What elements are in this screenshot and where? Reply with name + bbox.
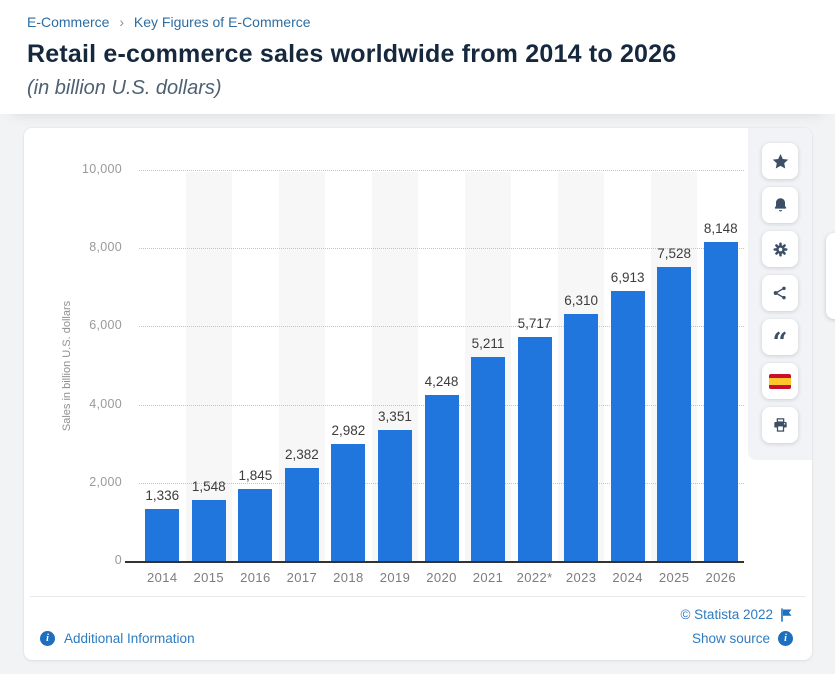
bar[interactable] — [377, 429, 412, 561]
side-panel-tab[interactable] — [826, 233, 835, 319]
bar-value-label: 6,310 — [564, 293, 598, 309]
bell-icon — [771, 196, 790, 215]
y-axis-tick-label: 4,000 — [89, 396, 122, 411]
additional-information-link[interactable]: i Additional Information — [40, 631, 195, 646]
y-axis-tick-label: 8,000 — [89, 240, 122, 255]
gridline — [139, 326, 744, 328]
bar[interactable] — [564, 314, 599, 561]
x-axis-line — [125, 561, 744, 563]
bar[interactable] — [331, 444, 366, 561]
star-icon — [771, 152, 790, 171]
settings-button[interactable] — [762, 231, 798, 267]
y-axis-tick-label: 6,000 — [89, 318, 122, 333]
print-button[interactable] — [762, 407, 798, 443]
statista-copyright-link[interactable]: © Statista 2022 — [680, 607, 793, 622]
favorite-button[interactable] — [762, 143, 798, 179]
bar-value-label: 5,211 — [471, 336, 505, 352]
x-axis-tick-label: 2024 — [612, 570, 643, 585]
x-axis-tick-label: 2026 — [705, 570, 736, 585]
bar[interactable] — [284, 467, 319, 561]
bar-value-label: 7,528 — [657, 245, 692, 261]
additional-information-label: Additional Information — [64, 631, 195, 646]
bar[interactable] — [703, 242, 738, 561]
y-axis-tick-label: 10,000 — [81, 162, 122, 176]
x-axis-tick-label: 2025 — [658, 570, 690, 585]
x-axis-tick-label: 2020 — [426, 570, 457, 585]
show-source-link[interactable]: Show source i — [692, 631, 793, 646]
alert-button[interactable] — [762, 187, 798, 223]
bar[interactable] — [471, 357, 506, 561]
x-axis-tick-label: 2017 — [286, 570, 318, 585]
plot-band — [185, 172, 233, 561]
x-axis-tick-label: 2016 — [240, 570, 271, 585]
x-axis-tick-label: 2023 — [565, 570, 597, 585]
show-source-label: Show source — [691, 631, 770, 646]
bar-value-label: 2,982 — [331, 423, 366, 439]
gear-icon — [771, 240, 790, 259]
bar[interactable] — [657, 266, 692, 561]
statistic-card: Sales in billion U.S. dollars 0 2,000 4,00… — [24, 128, 812, 660]
cite-button[interactable]: “ — [762, 319, 798, 358]
bar-value-label: 1,548 — [191, 479, 226, 495]
bar-value-label: 1,845 — [238, 467, 273, 483]
y-axis-tick-label: 0 — [114, 553, 122, 567]
gridline — [139, 248, 744, 250]
bar[interactable] — [238, 488, 273, 561]
spain-flag-icon — [769, 373, 791, 389]
quote-icon: “ — [772, 327, 788, 358]
bar[interactable] — [424, 394, 459, 561]
info-icon: i — [778, 631, 793, 646]
report-flag-icon — [781, 607, 792, 622]
x-axis-tick-label: 2015 — [193, 570, 225, 585]
footer-divider — [30, 596, 806, 597]
copyright-label: © Statista 2022 — [680, 607, 773, 622]
x-axis-tick-label: 2018 — [333, 570, 364, 585]
language-button[interactable] — [762, 363, 798, 399]
info-icon: i — [40, 631, 55, 646]
x-axis-tick-label: 2021 — [472, 570, 504, 585]
toolbar-rail: “ — [748, 128, 812, 460]
x-axis-tick-label: 2022* — [516, 570, 553, 585]
x-axis-tick-label: 2014 — [147, 570, 178, 585]
breadcrumb-link-key-figures[interactable]: Key Figures of E-Commerce — [133, 14, 311, 30]
printer-icon — [771, 416, 790, 435]
bar-value-label: 5,717 — [517, 316, 552, 332]
breadcrumb: E-Commerce › Key Figures of E-Commerce — [27, 14, 835, 30]
breadcrumb-separator: › — [119, 14, 125, 30]
gridline — [139, 170, 744, 171]
bar-value-label: 1,336 — [145, 487, 180, 503]
bar-value-label: 4,248 — [424, 373, 459, 389]
bar-value-label: 8,148 — [703, 221, 738, 237]
page-title: Retail e-commerce sales worldwide from 2… — [27, 40, 677, 68]
bar-value-label: 6,913 — [610, 269, 645, 285]
share-icon — [771, 284, 789, 302]
x-axis-tick-label: 2019 — [379, 570, 411, 585]
bar-chart: Sales in billion U.S. dollars 0 2,000 4,00… — [24, 128, 812, 596]
bar[interactable] — [191, 500, 226, 561]
y-axis-tick-label: 2,000 — [89, 474, 122, 489]
bar[interactable] — [517, 337, 552, 561]
breadcrumb-link-ecommerce[interactable]: E-Commerce — [27, 14, 110, 30]
bar-value-label: 2,382 — [284, 446, 319, 462]
bar[interactable] — [145, 508, 180, 561]
bar[interactable] — [610, 290, 645, 561]
page-header: E-Commerce › Key Figures of E-Commerce R… — [0, 0, 835, 114]
bar-value-label: 3,351 — [378, 408, 412, 424]
share-button[interactable] — [762, 275, 798, 311]
page-subtitle: (in billion U.S. dollars) — [27, 77, 222, 99]
